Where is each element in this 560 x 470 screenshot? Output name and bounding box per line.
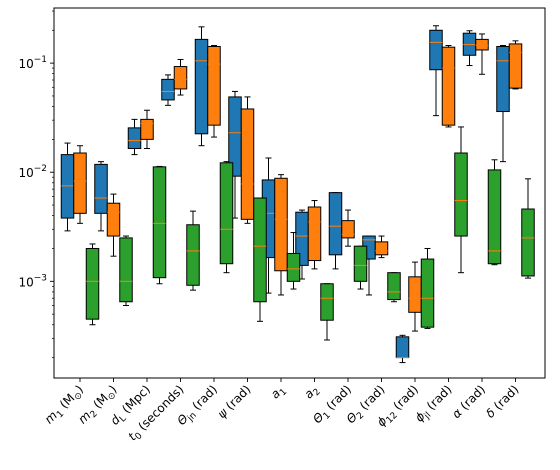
box-iqr bbox=[73, 152, 87, 214]
box-iqr bbox=[152, 166, 167, 279]
box-iqr bbox=[207, 45, 221, 126]
box-iqr bbox=[521, 208, 535, 277]
plot-area bbox=[60, 25, 535, 364]
box-theta1-series3 bbox=[353, 245, 368, 290]
box-t0-series1 bbox=[161, 74, 175, 106]
x-label-phi-jl: ϕjl (rad) bbox=[412, 382, 457, 427]
box-iqr bbox=[274, 177, 288, 272]
box-theta-jn-series1 bbox=[194, 26, 209, 147]
box-m2-series2 bbox=[106, 193, 121, 257]
box-m1-series3 bbox=[85, 243, 100, 326]
box-iqr bbox=[161, 78, 175, 101]
y-axis: 10−3 10−2 10−1 bbox=[18, 10, 54, 358]
box-phi-jl-series2 bbox=[441, 45, 456, 128]
box-theta-jn-series2 bbox=[207, 45, 221, 138]
x-label-alpha: α (rad) bbox=[449, 382, 488, 421]
box-theta2-series2 bbox=[374, 235, 389, 259]
box-iqr bbox=[253, 197, 267, 303]
box-t0-series2 bbox=[173, 58, 188, 96]
box-phi12-series1 bbox=[395, 334, 410, 364]
x-label-a2: a2 bbox=[301, 382, 322, 403]
box-alpha-series1 bbox=[462, 30, 477, 67]
box-iqr bbox=[487, 169, 502, 265]
box-iqr bbox=[219, 162, 234, 265]
box-iqr bbox=[408, 276, 422, 313]
box-theta1-series1 bbox=[328, 192, 343, 270]
box-iqr bbox=[94, 163, 108, 214]
box-iqr bbox=[307, 206, 322, 262]
box-psi-series3 bbox=[253, 197, 267, 322]
box-iqr bbox=[387, 272, 401, 301]
box-theta2-series3 bbox=[387, 272, 401, 303]
box-dl-series2 bbox=[140, 109, 154, 149]
x-label-a1: a1 bbox=[268, 382, 289, 403]
x-label-delta: δ (rad) bbox=[483, 382, 521, 420]
box-psi-series2 bbox=[240, 96, 255, 224]
box-iqr bbox=[420, 258, 435, 328]
x-axis: m1 (M⊙)m2 (M⊙)dL (Mpc)t0 (seconds)Θjn (r… bbox=[42, 378, 522, 444]
box-iqr bbox=[328, 192, 343, 256]
box-m1-series1 bbox=[60, 142, 75, 232]
box-a1-series3 bbox=[286, 232, 301, 290]
box-m1-series2 bbox=[73, 145, 87, 224]
box-iqr bbox=[286, 252, 301, 282]
box-delta-series1 bbox=[496, 45, 510, 163]
box-iqr bbox=[341, 220, 355, 239]
box-a2-series2 bbox=[307, 200, 322, 270]
box-alpha-series3 bbox=[487, 159, 502, 266]
y-tick-label: 10−2 bbox=[18, 164, 47, 180]
box-m2-series3 bbox=[119, 235, 133, 307]
box-iqr bbox=[395, 336, 410, 359]
box-a2-series3 bbox=[320, 283, 334, 341]
box-iqr bbox=[374, 241, 389, 256]
box-iqr bbox=[106, 202, 121, 237]
box-t0-series3 bbox=[186, 210, 200, 291]
box-iqr bbox=[353, 245, 368, 282]
box-iqr bbox=[240, 108, 255, 220]
box-phi12-series2 bbox=[408, 261, 422, 332]
box-iqr bbox=[454, 152, 468, 237]
box-iqr bbox=[441, 46, 456, 126]
box-iqr bbox=[194, 38, 209, 135]
box-iqr bbox=[475, 38, 489, 51]
box-theta-jn-series3 bbox=[219, 161, 234, 274]
box-iqr bbox=[508, 43, 523, 89]
plot-frame bbox=[53, 7, 546, 379]
box-iqr bbox=[85, 247, 100, 320]
box-delta-series3 bbox=[521, 178, 535, 279]
box-alpha-series2 bbox=[475, 33, 489, 75]
box-a1-series2 bbox=[274, 174, 288, 296]
x-label-psi: ψ (rad) bbox=[215, 382, 254, 421]
box-theta1-series2 bbox=[341, 209, 355, 247]
box-phi-jl-series3 bbox=[454, 126, 468, 274]
box-delta-series2 bbox=[508, 40, 523, 90]
box-a2-series1 bbox=[295, 209, 309, 280]
box-dl-series1 bbox=[127, 118, 142, 156]
x-label-m1: m1 (M⊙) bbox=[42, 382, 88, 428]
box-phi12-series3 bbox=[420, 247, 435, 329]
box-iqr bbox=[496, 45, 510, 113]
box-m2-series1 bbox=[94, 161, 108, 232]
box-iqr bbox=[429, 29, 443, 71]
box-iqr bbox=[140, 118, 154, 140]
y-tick-label: 10−1 bbox=[18, 55, 47, 71]
box-iqr bbox=[119, 237, 133, 303]
box-iqr bbox=[320, 283, 334, 321]
box-iqr bbox=[173, 66, 188, 90]
box-phi-jl-series1 bbox=[429, 25, 443, 117]
box-iqr bbox=[186, 224, 200, 286]
y-tick-label: 10−3 bbox=[18, 273, 47, 289]
box-dl-series3 bbox=[152, 165, 167, 285]
box-iqr bbox=[127, 127, 142, 149]
